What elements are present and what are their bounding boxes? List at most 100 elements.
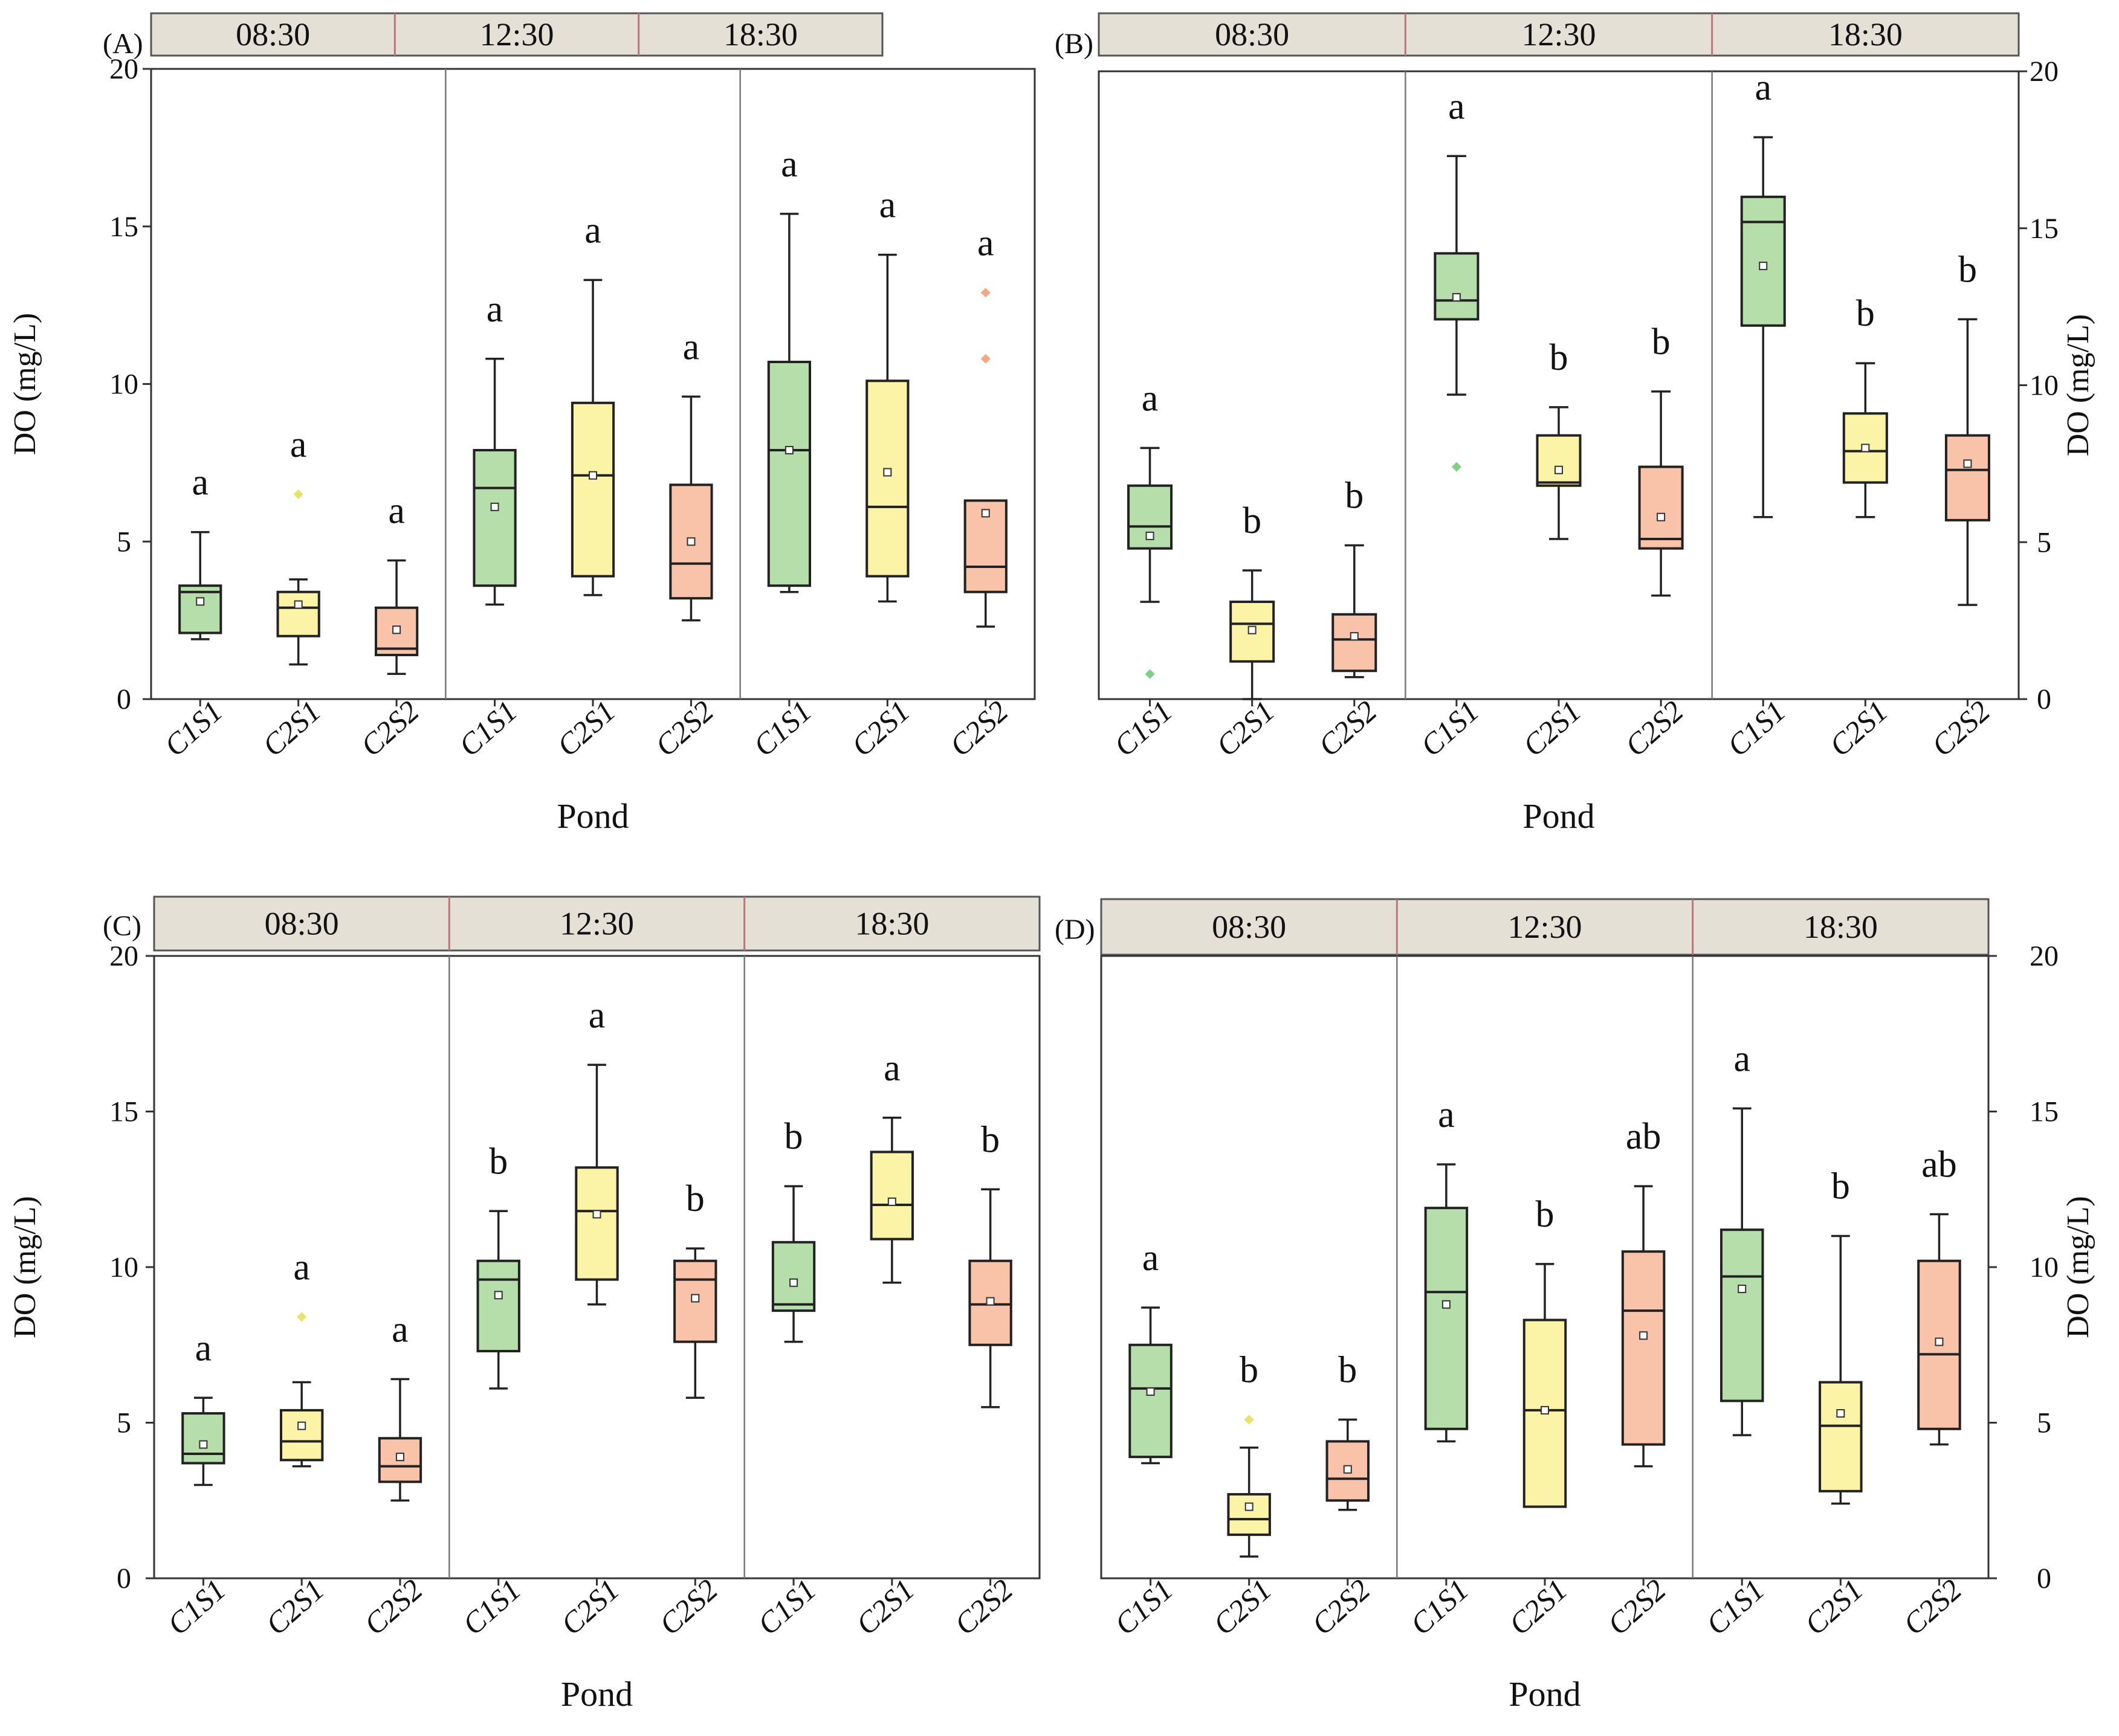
x-tick-label: C2S2 [1601,1572,1672,1641]
y-tick-label: 15 [2030,213,2059,245]
box-1830-c2s2: b C2S2 [1925,249,1996,763]
box-iqr [1621,1250,1666,1446]
significance-letter: ab [1921,1144,1957,1185]
x-tick-label: C1S1 [1404,1572,1475,1641]
box-1830-c2s1: b C2S1 [1823,293,1894,763]
box-iqr [870,1150,914,1241]
mean-marker [196,597,205,606]
box-iqr [276,590,320,637]
mean-marker [1146,1387,1155,1396]
mean-marker [494,1291,503,1300]
y-axis-label: DO (mg/L) [8,1196,42,1338]
significance-letter: b [686,1178,705,1219]
x-tick-label: C2S1 [1823,694,1894,763]
box-1230-c2s2: b C2S2 [1619,321,1690,763]
mean-marker [1541,1405,1549,1415]
significance-letter: a [584,210,601,251]
mean-marker [1759,262,1768,271]
box-iqr [1740,195,1786,327]
box-1830-c1s1: a C1S1 [1700,1038,1771,1641]
box-iqr [1227,1492,1271,1536]
x-tick-label: C2S1 [1516,694,1588,763]
facet-title-0830: 08:30 [236,16,310,53]
box-1830-c2s2: b C2S2 [948,1119,1019,1641]
significance-letter: b [785,1116,803,1157]
box-iqr [279,1408,324,1462]
box-1230-c2s1: b C2S1 [1503,1194,1574,1642]
x-tick-label: C2S2 [649,694,720,763]
mean-marker [887,1197,896,1206]
facet-title-1230: 12:30 [479,16,554,53]
significance-letter: a [884,1048,901,1089]
mean-marker [1441,1300,1451,1309]
y-tick-label: 10 [109,1251,138,1283]
box-iqr [473,449,517,587]
panel-label: (C) [103,910,141,942]
significance-letter: b [489,1141,508,1182]
box-0830-c1s1: a C1S1 [161,1328,232,1641]
mean-marker [789,1278,798,1287]
x-tick-label: C1S1 [1107,694,1179,763]
mean-marker [1350,632,1359,641]
box-1230-c2s2: ab C2S2 [1601,1116,1672,1641]
facet-title-1830: 18:30 [855,906,929,942]
mean-marker [1452,293,1461,302]
box-iqr [181,1412,225,1465]
significance-letter: b [1831,1166,1850,1207]
outlier-point [1244,1415,1254,1425]
mean-marker [294,600,303,609]
box-iqr [1536,434,1582,487]
outlier-point [1451,462,1461,472]
box-1830-c2s2: a C2S2 [943,222,1014,763]
significance-letter: a [589,995,606,1036]
box-1230-c2s2: a C2S2 [649,326,720,763]
facet-title-1830: 18:30 [723,16,798,53]
significance-letter: a [1438,1094,1455,1135]
y-tick-label: 15 [2030,1096,2059,1128]
box-iqr [575,1166,619,1281]
mean-marker [490,502,499,511]
box-iqr [1638,465,1684,550]
y-axis-label: DO (mg/L) [8,313,42,455]
significance-letter: b [1240,1349,1258,1390]
mean-marker [1343,1465,1352,1474]
x-tick-label: C1S1 [1700,1572,1771,1641]
mean-marker [1935,1337,1944,1346]
significance-letter: b [1958,249,1977,290]
box-iqr [476,1259,520,1353]
box-0830-c1s1: a C1S1 [158,462,229,763]
x-tick-label: C2S2 [1897,1572,1968,1641]
outlier-point [297,1312,307,1322]
box-1230-c2s1: a C2S1 [554,995,626,1641]
x-axis-label: Pond [1522,796,1594,836]
significance-letter: a [487,289,503,330]
box-1830-c1s1: a C1S1 [747,144,818,763]
x-tick-label: C2S2 [1305,1572,1376,1641]
mean-marker [785,446,794,455]
x-tick-label: C1S1 [1414,694,1486,763]
mean-marker [981,509,990,518]
mean-marker [297,1421,306,1430]
mean-marker [1554,465,1563,474]
facet-header [1098,12,2020,57]
box-0830-c2s2: a C2S2 [354,491,425,763]
panel-label: (A) [103,28,143,60]
facet-title-1830: 18:30 [1828,16,1903,53]
x-tick-label: C2S1 [1206,1572,1278,1641]
significance-letter: b [1345,475,1364,516]
box-iqr [571,401,615,578]
box-iqr [1944,434,1990,521]
facet-header [1100,898,1990,956]
y-tick-label: 5 [2037,526,2051,558]
x-tick-label: C2S2 [358,1572,429,1641]
facet-title-0830: 08:30 [265,906,339,942]
y-tick-label: 0 [2037,1563,2051,1595]
box-iqr [1128,1343,1173,1459]
x-tick-label: C1S1 [1721,694,1792,763]
significance-letter: b [1550,337,1568,378]
x-tick-label: C2S1 [1798,1572,1869,1641]
y-tick-label: 0 [117,1563,131,1595]
x-tick-label: C1S1 [747,694,818,763]
